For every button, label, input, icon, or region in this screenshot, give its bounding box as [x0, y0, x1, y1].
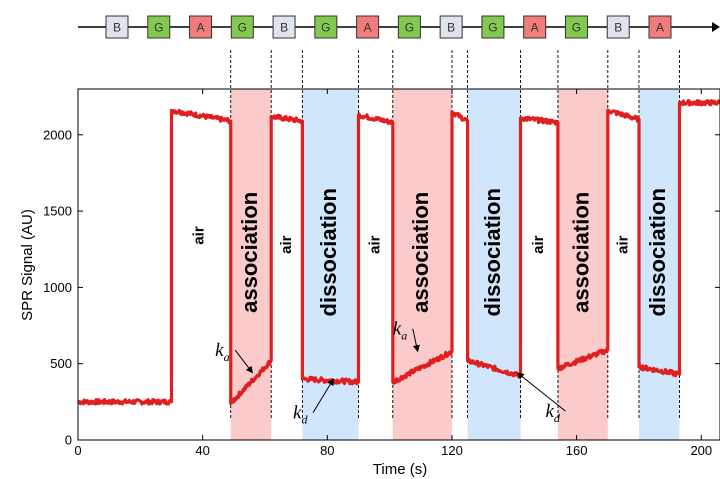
x-tick-label-1: 40	[195, 443, 209, 458]
x-tick-label-3: 120	[441, 443, 463, 458]
sequence-box-0	[105, 15, 129, 39]
association-region-2	[392, 89, 452, 440]
y-tick-label-3: 1500	[43, 204, 72, 219]
sequence-box-label-13: A	[656, 21, 664, 35]
signal-series	[77, 99, 720, 406]
y-tick-label-1: 500	[50, 356, 72, 371]
phase-labels: air association air dissociation air associat…	[190, 188, 670, 316]
sequence-box-2	[189, 15, 213, 39]
sequence-box-label-7: G	[405, 21, 414, 35]
sequence-box-3	[230, 15, 254, 39]
phase-label-2: air	[278, 235, 295, 254]
dissociation-region-5	[638, 89, 680, 440]
phase-label-9: air	[614, 235, 631, 254]
phase-label-3: dissociation	[316, 188, 341, 316]
sequence-box-label-6: A	[364, 21, 372, 35]
sequence-box-12	[606, 15, 630, 39]
sequence-box-label-10: A	[531, 21, 539, 35]
association-region-4	[557, 89, 608, 440]
rate-arrow-3	[516, 372, 566, 412]
x-tick-label-2: 80	[320, 443, 334, 458]
sequence-box-label-4: B	[280, 21, 288, 35]
y-axis-title: SPR Signal (AU)	[19, 209, 36, 321]
sequence-box-label-1: G	[154, 21, 163, 35]
rate-arrow-2	[412, 328, 420, 353]
sequence-box-10	[523, 15, 547, 39]
dissociation-region-3	[467, 89, 521, 440]
y-tick-label-4: 2000	[43, 127, 72, 142]
plot-frame	[77, 88, 720, 441]
sequence-box-8	[439, 15, 463, 39]
rate-arrow-0	[234, 349, 253, 374]
sequence-arrow-head	[712, 22, 720, 32]
sequence-box-9	[481, 15, 505, 39]
sequence-box-7	[397, 15, 421, 39]
phase-label-8: association	[569, 192, 594, 313]
sequence-box-6	[356, 15, 380, 39]
sequence-box-4	[272, 15, 296, 39]
sequence-box-11	[564, 15, 588, 39]
phase-regions	[230, 89, 680, 440]
x-tick-label-4: 160	[566, 443, 588, 458]
phase-label-5: association	[408, 192, 433, 313]
phase-label-1: association	[237, 192, 262, 313]
sequence-box-5	[314, 15, 338, 39]
x-axis-title: Time (s)	[373, 461, 427, 478]
signal-line	[77, 99, 720, 406]
sequence-box-label-8: B	[447, 21, 455, 35]
phase-label-10: dissociation	[645, 188, 670, 316]
sequence-box-label-11: G	[572, 21, 581, 35]
rate-label-0: ka	[215, 340, 229, 364]
sequence-box-label-0: B	[113, 21, 121, 35]
y-tick-label-2: 1000	[43, 280, 72, 295]
sequence-box-13	[648, 15, 672, 39]
sequence-box-label-9: G	[488, 21, 497, 35]
rate-arrow-1	[312, 378, 334, 413]
sequence-box-label-3: G	[238, 21, 247, 35]
sequence-box-label-12: B	[614, 21, 622, 35]
sequence-box-1	[147, 15, 171, 39]
phase-label-6: dissociation	[480, 188, 505, 316]
phase-label-0: air	[190, 226, 207, 245]
x-tick-label-0: 0	[74, 443, 81, 458]
phase-label-4: air	[367, 235, 384, 254]
phase-boundaries	[230, 50, 680, 420]
y-tick-label-0: 0	[65, 433, 72, 448]
x-tick-label-5: 200	[690, 443, 712, 458]
phase-label-7: air	[530, 235, 547, 254]
sequence-box-label-2: A	[197, 21, 205, 35]
sequence-box-label-5: G	[321, 21, 330, 35]
